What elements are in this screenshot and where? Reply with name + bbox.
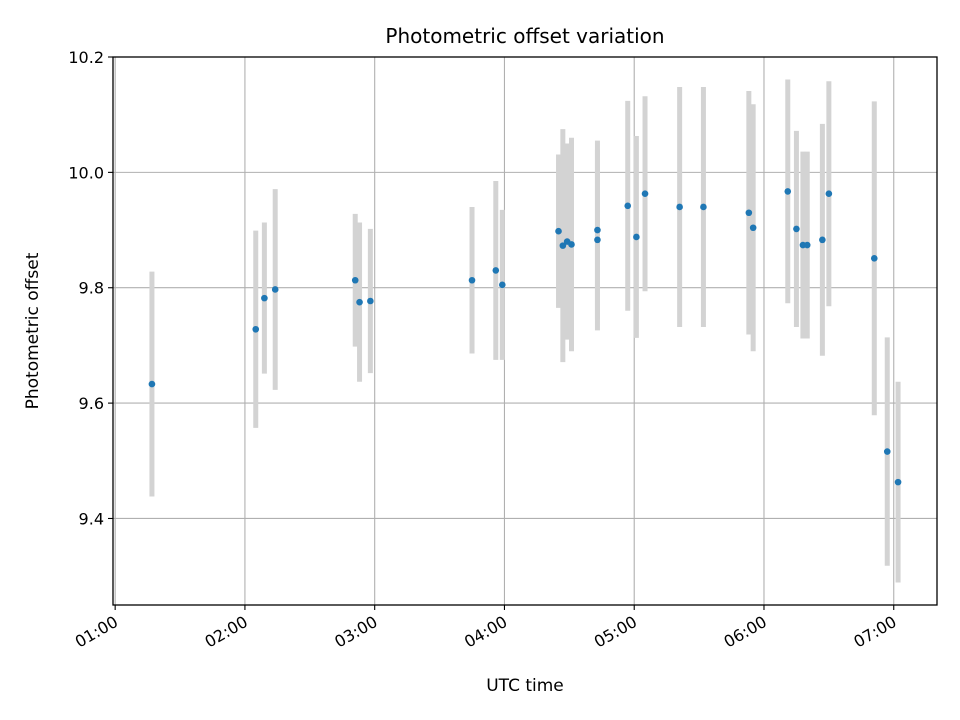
data-point <box>894 478 902 486</box>
data-point <box>594 226 601 234</box>
data-point <box>676 203 683 211</box>
data-point <box>793 225 800 233</box>
data-point <box>271 286 279 293</box>
data-point <box>870 255 878 262</box>
data-point <box>492 267 500 274</box>
data-point <box>819 236 826 244</box>
data-point <box>633 233 640 241</box>
data-point <box>700 203 707 211</box>
data-point <box>883 448 891 455</box>
data-points <box>148 188 902 486</box>
data-point <box>261 294 268 302</box>
data-point <box>498 281 506 289</box>
data-point <box>252 325 260 333</box>
data-point <box>555 227 562 235</box>
y-tick-label: 10.2 <box>68 48 104 67</box>
data-point <box>351 276 359 284</box>
data-point <box>568 241 575 248</box>
chart-title: Photometric offset variation <box>385 24 664 48</box>
data-point <box>803 241 811 249</box>
data-point <box>468 276 476 284</box>
data-point <box>825 190 833 198</box>
y-tick-label: 9.6 <box>79 394 104 413</box>
data-point <box>148 380 156 388</box>
data-point <box>559 242 567 249</box>
plot-frame <box>112 56 938 606</box>
y-axis-ticks: 9.4 9.6 9.8 10.0 10.2 <box>68 48 113 528</box>
y-tick-label: 10.0 <box>68 163 104 182</box>
data-point <box>745 209 753 217</box>
y-tick-label: 9.4 <box>79 509 104 528</box>
data-point <box>784 188 792 195</box>
data-point <box>356 298 363 306</box>
data-point <box>641 190 649 198</box>
data-point <box>624 202 632 210</box>
y-tick-label: 9.8 <box>79 279 104 298</box>
data-point <box>594 236 601 244</box>
data-point <box>749 224 757 232</box>
data-point <box>367 297 374 305</box>
x-axis-label: UTC time <box>486 676 564 696</box>
y-axis-label: Photometric offset <box>23 252 43 409</box>
